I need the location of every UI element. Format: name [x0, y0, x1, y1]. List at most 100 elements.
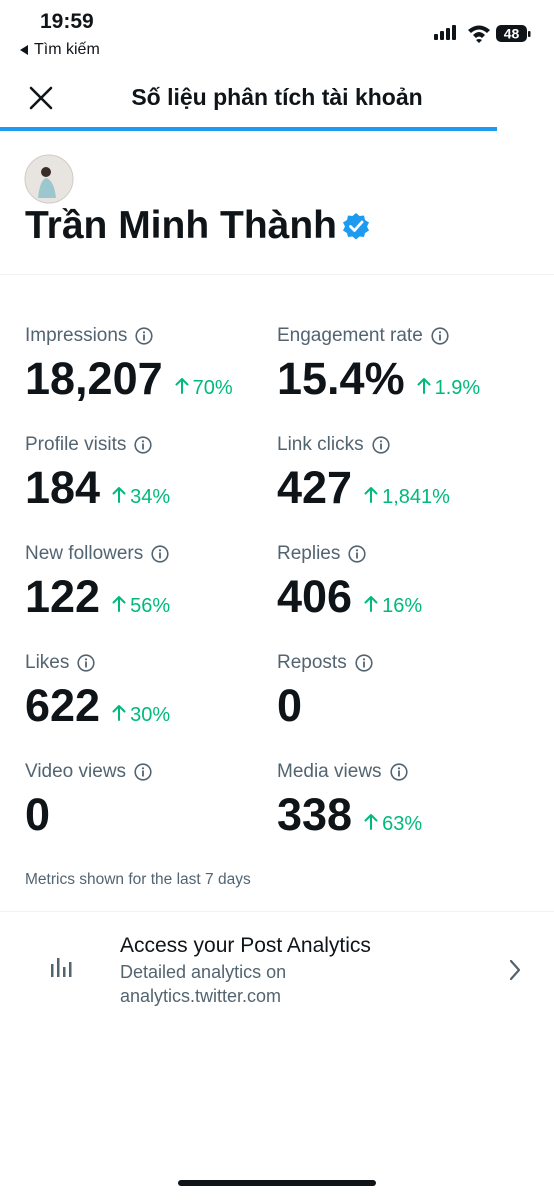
metric-value-row: 622 30%	[25, 681, 285, 731]
post-analytics-link[interactable]: Access your Post Analytics Detailed anal…	[0, 920, 554, 1020]
analytics-icon	[51, 958, 72, 977]
info-dot	[85, 658, 88, 661]
info-bar	[143, 334, 146, 341]
metric-label-row: Replies	[277, 542, 537, 566]
metric-label: Reposts	[277, 652, 347, 673]
metric: Link clicks 427 1,841%	[277, 433, 537, 513]
info-dot	[397, 767, 400, 770]
info-bar	[379, 443, 382, 450]
info-bar	[362, 661, 365, 668]
metric-label-row: Impressions	[25, 324, 285, 348]
metric-value-row: 18,207 70%	[25, 354, 285, 404]
metric-label-row: Reposts	[277, 651, 537, 675]
info-dot	[142, 440, 145, 443]
up-arrow	[112, 705, 126, 721]
metric-change: 70%	[192, 377, 233, 399]
arrow-shape	[175, 378, 189, 394]
back-link[interactable]: Tìm kiếm	[18, 41, 100, 59]
info-circle	[348, 545, 366, 563]
header-title: Số liệu phân tích tài khoản	[131, 84, 423, 110]
metric-change: 30%	[130, 704, 171, 726]
info-icon	[135, 327, 154, 345]
divider	[0, 911, 554, 912]
metric-value: 15.4%	[277, 353, 405, 404]
metric-label: Likes	[25, 652, 70, 673]
metric-label: New followers	[25, 543, 144, 564]
up-arrow	[112, 596, 126, 612]
metric-value-row: 15.4% 1.9%	[277, 354, 537, 404]
metric-value: 406	[277, 571, 353, 622]
info-circle	[371, 436, 390, 454]
arrow-shape	[112, 596, 126, 612]
home-indicator	[178, 1180, 376, 1186]
avatar[interactable]	[24, 154, 74, 204]
profile-name-row: Trần Minh Thành	[25, 204, 370, 248]
metric-value-row: 0	[25, 790, 285, 840]
metric-change: 16%	[382, 595, 423, 617]
metric: Media views 338 63%	[277, 760, 537, 840]
metric: Reposts 0	[277, 651, 537, 731]
close-button[interactable]	[28, 85, 54, 111]
info-circle	[135, 327, 154, 345]
info-bar	[356, 552, 359, 559]
info-icon	[151, 545, 169, 563]
metric-value-row: 406 16%	[277, 572, 537, 622]
info-circle	[151, 545, 169, 563]
metric-value-row: 122 56%	[25, 572, 285, 622]
up-arrow	[112, 487, 126, 503]
profile-name: Trần Minh Thành	[25, 204, 337, 247]
info-icon	[77, 654, 95, 672]
metric-label: Impressions	[25, 325, 128, 346]
metric-label-row: Video views	[25, 760, 285, 784]
metric-change: 56%	[130, 595, 171, 617]
arrow-shape	[112, 705, 126, 721]
metric-label: Profile visits	[25, 434, 127, 455]
analytics-subtitle: Detailed analytics on	[120, 962, 287, 982]
metric-change: 63%	[382, 813, 423, 835]
info-bar	[142, 443, 145, 450]
metric-value: 18,207	[25, 353, 163, 404]
up-arrow	[364, 487, 378, 503]
metric-label-row: Engagement rate	[277, 324, 537, 348]
metric-value-row: 338 63%	[277, 790, 537, 840]
info-bar	[159, 552, 162, 559]
divider	[0, 274, 554, 275]
metric-label: Media views	[277, 761, 382, 782]
info-icon	[389, 763, 408, 781]
info-bar	[438, 334, 441, 341]
info-icon	[371, 436, 390, 454]
info-circle	[355, 654, 373, 672]
metric: Likes 622 30%	[25, 651, 285, 731]
analytics-title: Access your Post Analytics	[120, 934, 371, 957]
metric-value: 622	[25, 680, 101, 731]
metric-value-row: 0	[277, 681, 537, 731]
metric: Replies 406 16%	[277, 542, 537, 622]
info-circle	[77, 654, 95, 672]
arrow-shape	[417, 378, 431, 394]
up-arrow	[175, 378, 189, 394]
metric-change: 34%	[130, 486, 171, 508]
info-circle	[431, 327, 449, 345]
arrow-shape	[364, 814, 378, 830]
metric: Engagement rate 15.4% 1.9%	[277, 324, 537, 404]
metric: Impressions 18,207 70%	[25, 324, 285, 404]
metrics-note: Metrics shown for the last 7 days	[25, 871, 251, 888]
status-icons: 48	[434, 25, 531, 43]
info-dot	[159, 549, 162, 552]
info-bar	[397, 770, 400, 777]
info-dot	[143, 331, 146, 334]
back-icon	[20, 45, 28, 55]
info-circle	[389, 763, 408, 781]
info-circle	[134, 763, 152, 781]
verified-badge	[342, 213, 369, 240]
metric-label: Video views	[25, 761, 127, 782]
info-icon	[431, 327, 449, 345]
metric-value: 0	[25, 789, 51, 840]
metric-label-row: Likes	[25, 651, 285, 675]
metric-change: 1,841%	[382, 486, 450, 508]
tab-indicator	[0, 127, 497, 131]
metric-value-row: 427 1,841%	[277, 463, 537, 513]
metric-value: 338	[277, 789, 353, 840]
metric-label-row: Media views	[277, 760, 537, 784]
